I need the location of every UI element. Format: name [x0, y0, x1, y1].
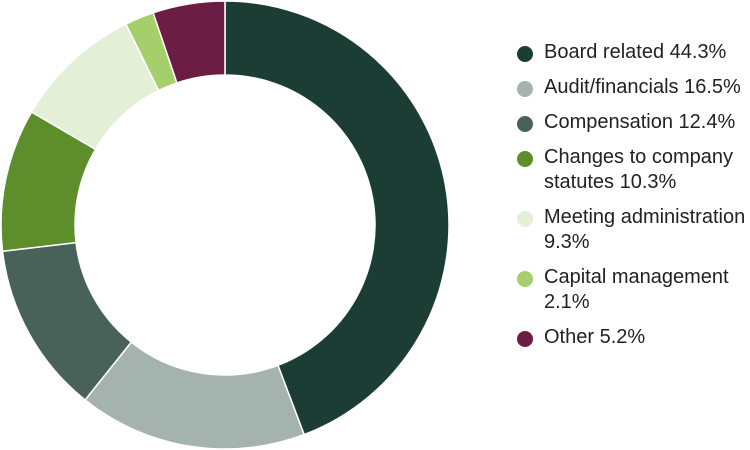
legend-label: Capital management 2.1% [544, 266, 729, 313]
legend: Board related 44.3% Audit/financials 16.5… [517, 40, 747, 360]
legend-item-6: Other 5.2% [517, 325, 747, 350]
legend-swatch [517, 151, 533, 167]
legend-swatch [517, 211, 533, 227]
legend-swatch [517, 331, 533, 347]
legend-swatch [517, 271, 533, 287]
legend-swatch [517, 46, 533, 62]
legend-label: Board related 44.3% [544, 41, 727, 63]
legend-item-1: Audit/financials 16.5% [517, 75, 747, 100]
legend-item-2: Compensation 12.4% [517, 110, 747, 135]
legend-swatch [517, 81, 533, 97]
legend-item-4: Meeting administration 9.3% [517, 205, 747, 255]
legend-item-3: Changes to company statutes 10.3% [517, 145, 747, 195]
legend-label: Compensation 12.4% [544, 111, 736, 133]
legend-label: Changes to company statutes 10.3% [544, 146, 734, 193]
legend-label: Meeting administration 9.3% [544, 206, 746, 253]
legend-item-0: Board related 44.3% [517, 40, 747, 65]
legend-item-5: Capital management 2.1% [517, 265, 747, 315]
legend-swatch [517, 116, 533, 132]
legend-label: Audit/financials 16.5% [544, 76, 741, 98]
donut-plot [0, 0, 450, 450]
donut-slice-6 [152, 0, 226, 84]
donut-slice-0 [224, 0, 450, 436]
legend-label: Other 5.2% [544, 326, 646, 348]
